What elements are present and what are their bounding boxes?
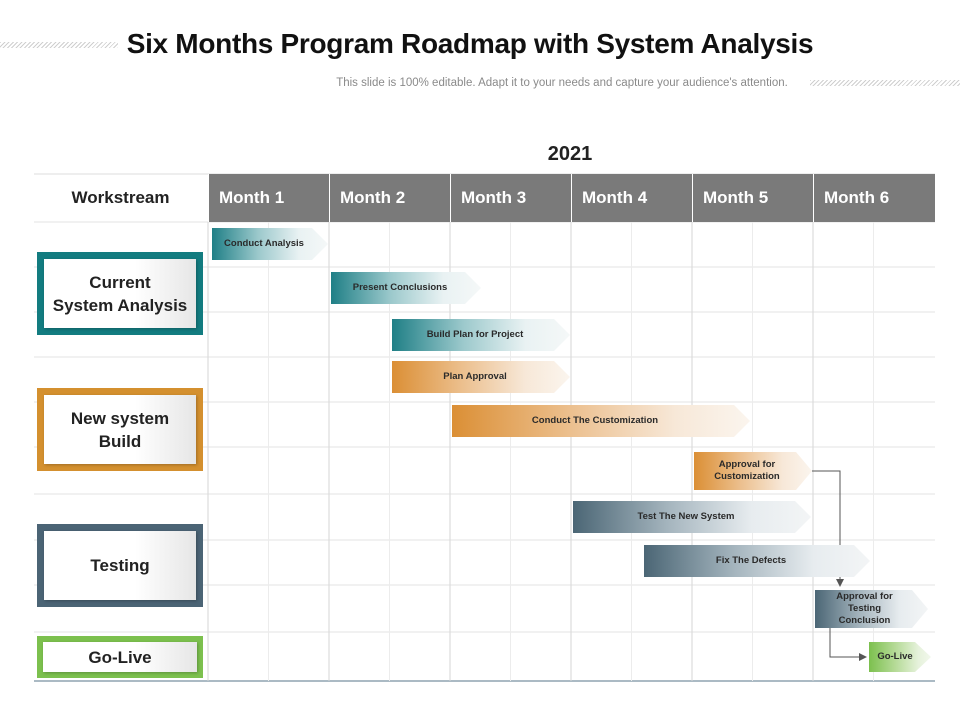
page-title: Six Months Program Roadmap with System A… [126,28,814,59]
month-header-4: Month 4 [571,174,693,222]
task-present-conclusions: Present Conclusions [331,272,481,304]
decorative-hatch-left [0,42,118,48]
month-header-1: Month 1 [208,174,330,222]
task-fix-the-defects: Fix The Defects [644,545,870,577]
month-header-5: Month 5 [692,174,814,222]
month-header-2: Month 2 [329,174,451,222]
task-approval-for-testing-conclusion: Approval for Testing Conclusion [815,590,928,628]
month-header-3: Month 3 [450,174,572,222]
year-label: 2021 [547,143,593,165]
workstream-label: Go-Live [43,642,197,672]
page-subtitle: This slide is 100% editable. Adapt it to… [336,77,788,89]
task-approval-for-customization: Approval for Customization [694,452,812,490]
workstream-label: Testing [44,531,196,600]
connector-arrow [829,628,867,661]
workstream-current-system-analysis: Current System Analysis [37,252,203,335]
task-plan-approval: Plan Approval [392,361,570,393]
task-test-the-new-system: Test The New System [573,501,811,533]
month-header-6: Month 6 [813,174,935,222]
workstream-new-system-build: New system Build [37,388,203,471]
workstream-testing: Testing [37,524,203,607]
workstream-go-live: Go-Live [37,636,203,678]
task-conduct-the-customization: Conduct The Customization [452,405,750,437]
task-build-plan-for-project: Build Plan for Project [392,319,570,351]
workstream-label: New system Build [44,395,196,464]
decorative-hatch-right [810,80,960,86]
task-conduct-analysis: Conduct Analysis [212,228,328,260]
workstream-label: Current System Analysis [44,259,196,328]
workstream-header: Workstream [71,188,170,207]
